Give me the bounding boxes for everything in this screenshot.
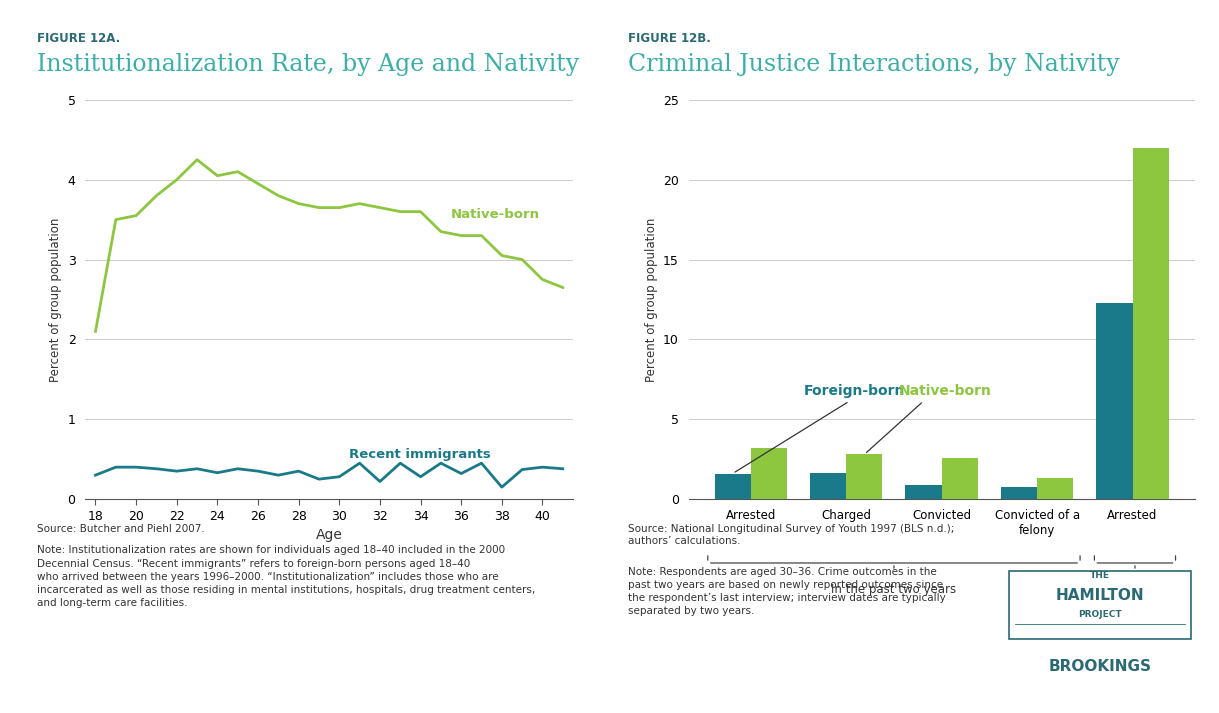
Text: FIGURE 12B.: FIGURE 12B. [628,32,711,45]
Y-axis label: Percent of group population: Percent of group population [645,217,657,381]
Bar [1132,148,1169,499]
Text: Native-born: Native-born [867,384,991,453]
Text: Note: Institutionalization rates are shown for individuals aged 18–40 included i: Note: Institutionalization rates are sho… [37,545,535,608]
Y-axis label: Percent of group population: Percent of group population [49,217,62,381]
Text: Recent immigrants: Recent immigrants [350,448,491,461]
Text: PROJECT: PROJECT [1079,610,1121,619]
Text: Note: Respondents are aged 30–36. Crime outcomes in the
past two years are based: Note: Respondents are aged 30–36. Crime … [628,567,946,617]
Bar [809,473,846,499]
Text: Criminal Justice Interactions, by Nativity: Criminal Justice Interactions, by Nativi… [628,53,1119,76]
Bar [1037,478,1074,499]
Text: FIGURE 12A.: FIGURE 12A. [37,32,119,45]
Bar [941,458,978,499]
Text: THE: THE [1090,571,1111,580]
Bar [906,485,941,499]
Text: Source: National Longitudinal Survey of Youth 1997 (BLS n.d.);
authors’ calculat: Source: National Longitudinal Survey of … [628,524,954,545]
Text: Source: Butcher and Piehl 2007.: Source: Butcher and Piehl 2007. [37,524,205,534]
Text: Native-born: Native-born [451,208,540,221]
Text: In the past two years: In the past two years [831,583,957,596]
Bar [714,473,751,499]
Text: Ever: Ever [1121,583,1148,596]
Bar [1096,302,1132,499]
Bar [751,448,787,499]
Text: Foreign-born: Foreign-born [735,384,904,472]
FancyBboxPatch shape [1009,570,1191,639]
Bar [1001,487,1037,499]
X-axis label: Age: Age [316,528,343,542]
Text: HAMILTON: HAMILTON [1056,588,1145,603]
Text: Institutionalization Rate, by Age and Nativity: Institutionalization Rate, by Age and Na… [37,53,579,76]
Bar [846,454,883,499]
Text: BROOKINGS: BROOKINGS [1048,659,1152,674]
